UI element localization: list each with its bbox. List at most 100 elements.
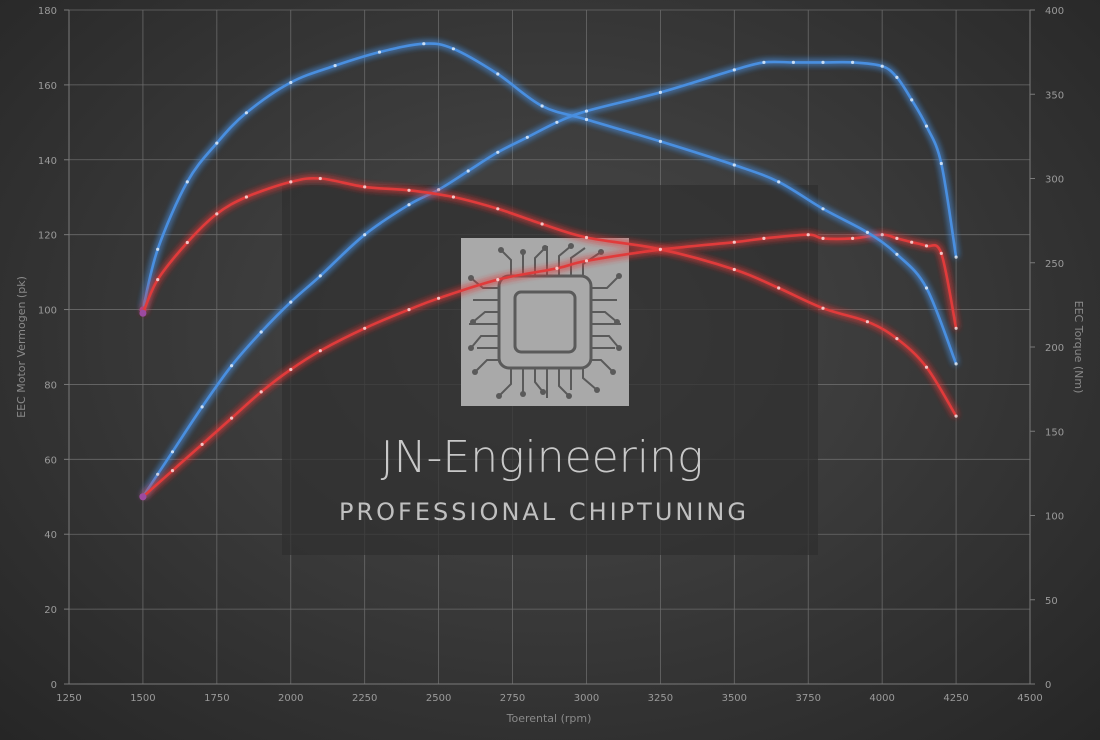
y-left-tick-label: 100 — [38, 306, 57, 317]
data-point — [954, 414, 958, 418]
data-point — [895, 75, 899, 79]
y-right-tick-label: 0 — [1045, 680, 1051, 691]
data-point — [540, 104, 544, 108]
data-point — [377, 50, 382, 54]
data-point — [584, 259, 589, 263]
watermark-subtitle: PROFESSIONAL CHIPTUNING — [339, 498, 749, 526]
data-point — [407, 203, 411, 207]
data-point — [851, 60, 855, 64]
x-tick-label: 3500 — [722, 693, 747, 704]
data-point — [185, 240, 189, 245]
x-axis-title: Toerental (rpm) — [506, 712, 592, 725]
y-left-tick-label: 140 — [38, 156, 57, 167]
data-point — [806, 233, 810, 237]
series-line — [141, 60, 958, 498]
y-right-tick-label: 150 — [1045, 427, 1064, 438]
data-point — [289, 80, 293, 85]
data-point — [407, 308, 411, 312]
data-point — [777, 180, 781, 184]
data-point — [880, 64, 884, 68]
y-right-tick-label: 100 — [1045, 512, 1064, 523]
data-point — [865, 230, 870, 234]
y-right-tick-label: 200 — [1045, 343, 1064, 354]
data-point — [318, 176, 322, 181]
data-point — [422, 42, 426, 46]
data-point — [289, 300, 293, 304]
data-point — [584, 235, 589, 240]
data-point — [244, 195, 248, 199]
data-point — [555, 120, 559, 124]
data-point — [910, 98, 914, 102]
data-point — [289, 367, 293, 372]
data-point — [939, 161, 943, 166]
microchip-icon — [461, 238, 629, 406]
data-point — [895, 236, 899, 240]
y-right-tick-label: 50 — [1045, 596, 1058, 607]
data-point — [156, 278, 160, 282]
data-point — [910, 240, 914, 244]
data-point — [496, 72, 500, 76]
data-point — [821, 60, 825, 64]
data-point — [230, 416, 234, 420]
data-point — [777, 286, 781, 290]
series-1 — [139, 233, 958, 501]
data-point — [821, 236, 825, 240]
data-point — [289, 180, 293, 184]
data-point — [658, 90, 663, 94]
x-tick-label: 2500 — [426, 693, 451, 704]
x-tick-label: 1500 — [130, 693, 155, 704]
data-point — [555, 266, 559, 270]
data-point — [954, 362, 958, 366]
data-point — [658, 139, 663, 143]
data-point — [525, 135, 529, 139]
x-tick-label: 1750 — [204, 693, 229, 704]
data-point — [170, 450, 175, 454]
data-point — [451, 47, 455, 51]
series — [139, 42, 958, 501]
watermark: JN-Engineering PROFESSIONAL CHIPTUNING — [282, 185, 818, 555]
axes — [64, 9, 1035, 685]
data-point — [215, 212, 219, 216]
y-left-tick-label: 160 — [38, 81, 57, 92]
data-point — [924, 286, 929, 290]
y-left-tick-label: 120 — [38, 231, 57, 242]
data-point — [762, 236, 766, 240]
x-tick-label: 4500 — [1017, 693, 1042, 704]
y-right-axis-title: EEC Torque (Nm) — [1072, 301, 1085, 394]
data-point — [924, 365, 929, 369]
y-right-tick-label: 300 — [1045, 175, 1064, 186]
data-point — [880, 233, 884, 237]
y-left-axis-title: EEC Motor Vermogen (pk) — [15, 276, 28, 418]
y-right-tick-label: 400 — [1045, 6, 1064, 17]
data-point — [584, 109, 589, 113]
data-point — [200, 442, 204, 446]
x-tick-label: 3750 — [796, 693, 821, 704]
start-point-marker — [139, 493, 147, 501]
data-point — [230, 364, 234, 368]
y-right-tick-label: 250 — [1045, 259, 1064, 270]
x-tick-label: 3000 — [574, 693, 599, 704]
x-tick-label: 4000 — [869, 693, 894, 704]
y-left-tick-label: 40 — [44, 530, 57, 541]
data-point — [924, 244, 929, 248]
x-tick-label: 4250 — [943, 693, 968, 704]
data-point — [407, 188, 411, 192]
data-point — [939, 251, 943, 255]
data-point — [791, 60, 796, 64]
data-point — [259, 330, 263, 334]
series-3 — [139, 176, 958, 418]
data-point — [259, 390, 263, 394]
data-point — [200, 405, 204, 409]
data-point — [363, 185, 367, 189]
data-point — [244, 111, 248, 115]
data-point — [437, 188, 441, 192]
data-point — [732, 267, 736, 272]
x-tick-label: 1250 — [56, 693, 81, 704]
y-left-tick-label: 80 — [44, 380, 57, 391]
y-left-tick-label: 180 — [38, 6, 57, 17]
data-point — [954, 255, 958, 259]
data-point — [924, 124, 929, 128]
data-point — [732, 68, 736, 72]
data-point — [451, 195, 455, 199]
